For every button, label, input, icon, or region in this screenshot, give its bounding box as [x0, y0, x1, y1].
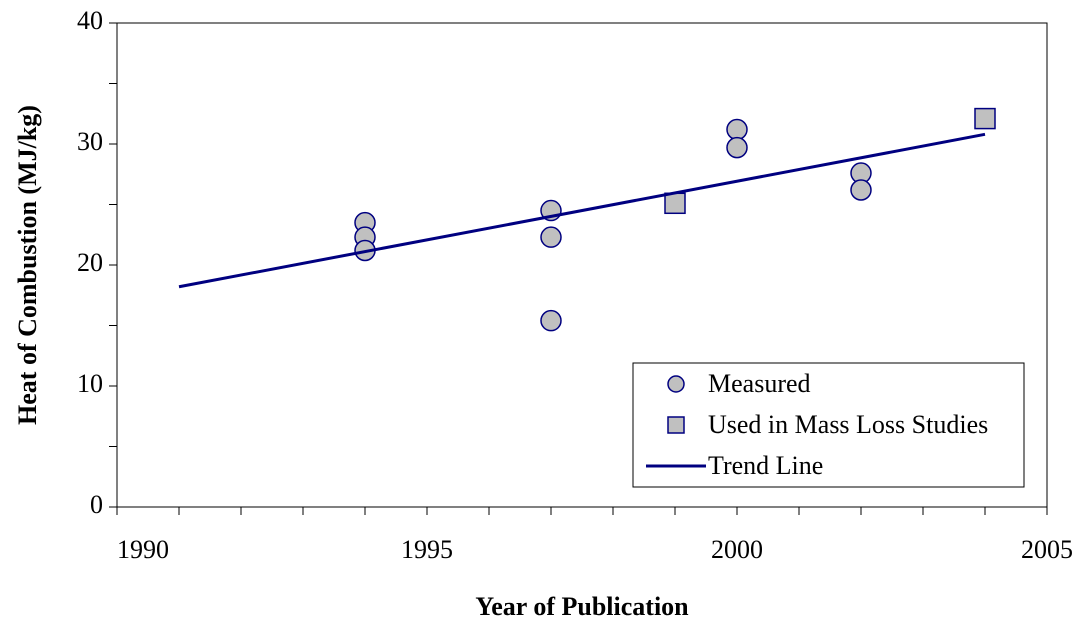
legend-label: Used in Mass Loss Studies	[708, 410, 988, 439]
data-point	[726, 118, 748, 141]
data-point	[664, 192, 686, 215]
data-point	[726, 136, 748, 159]
y-axis-label: Heat of Combustion (MJ/kg)	[13, 105, 42, 425]
legend-marker	[667, 416, 685, 434]
x-axis-label: Year of Publication	[475, 592, 689, 621]
data-point	[974, 107, 996, 130]
y-tick-label: 30	[77, 127, 103, 156]
x-tick-label: 1990	[117, 535, 169, 564]
legend-label: Measured	[708, 369, 811, 398]
y-tick-label: 40	[77, 6, 103, 35]
x-tick-label: 1995	[401, 535, 453, 564]
data-point	[540, 309, 562, 332]
y-tick-label: 10	[77, 369, 103, 398]
data-point	[850, 179, 872, 201]
y-tick-label: 20	[77, 248, 103, 277]
x-tick-label: 2005	[1021, 535, 1073, 564]
trend-line	[178, 132, 986, 289]
data-point	[540, 226, 562, 248]
legend-marker	[667, 375, 685, 393]
legend-label: Trend Line	[708, 451, 823, 480]
y-tick-label: 0	[90, 490, 103, 519]
x-tick-label: 2000	[711, 535, 763, 564]
